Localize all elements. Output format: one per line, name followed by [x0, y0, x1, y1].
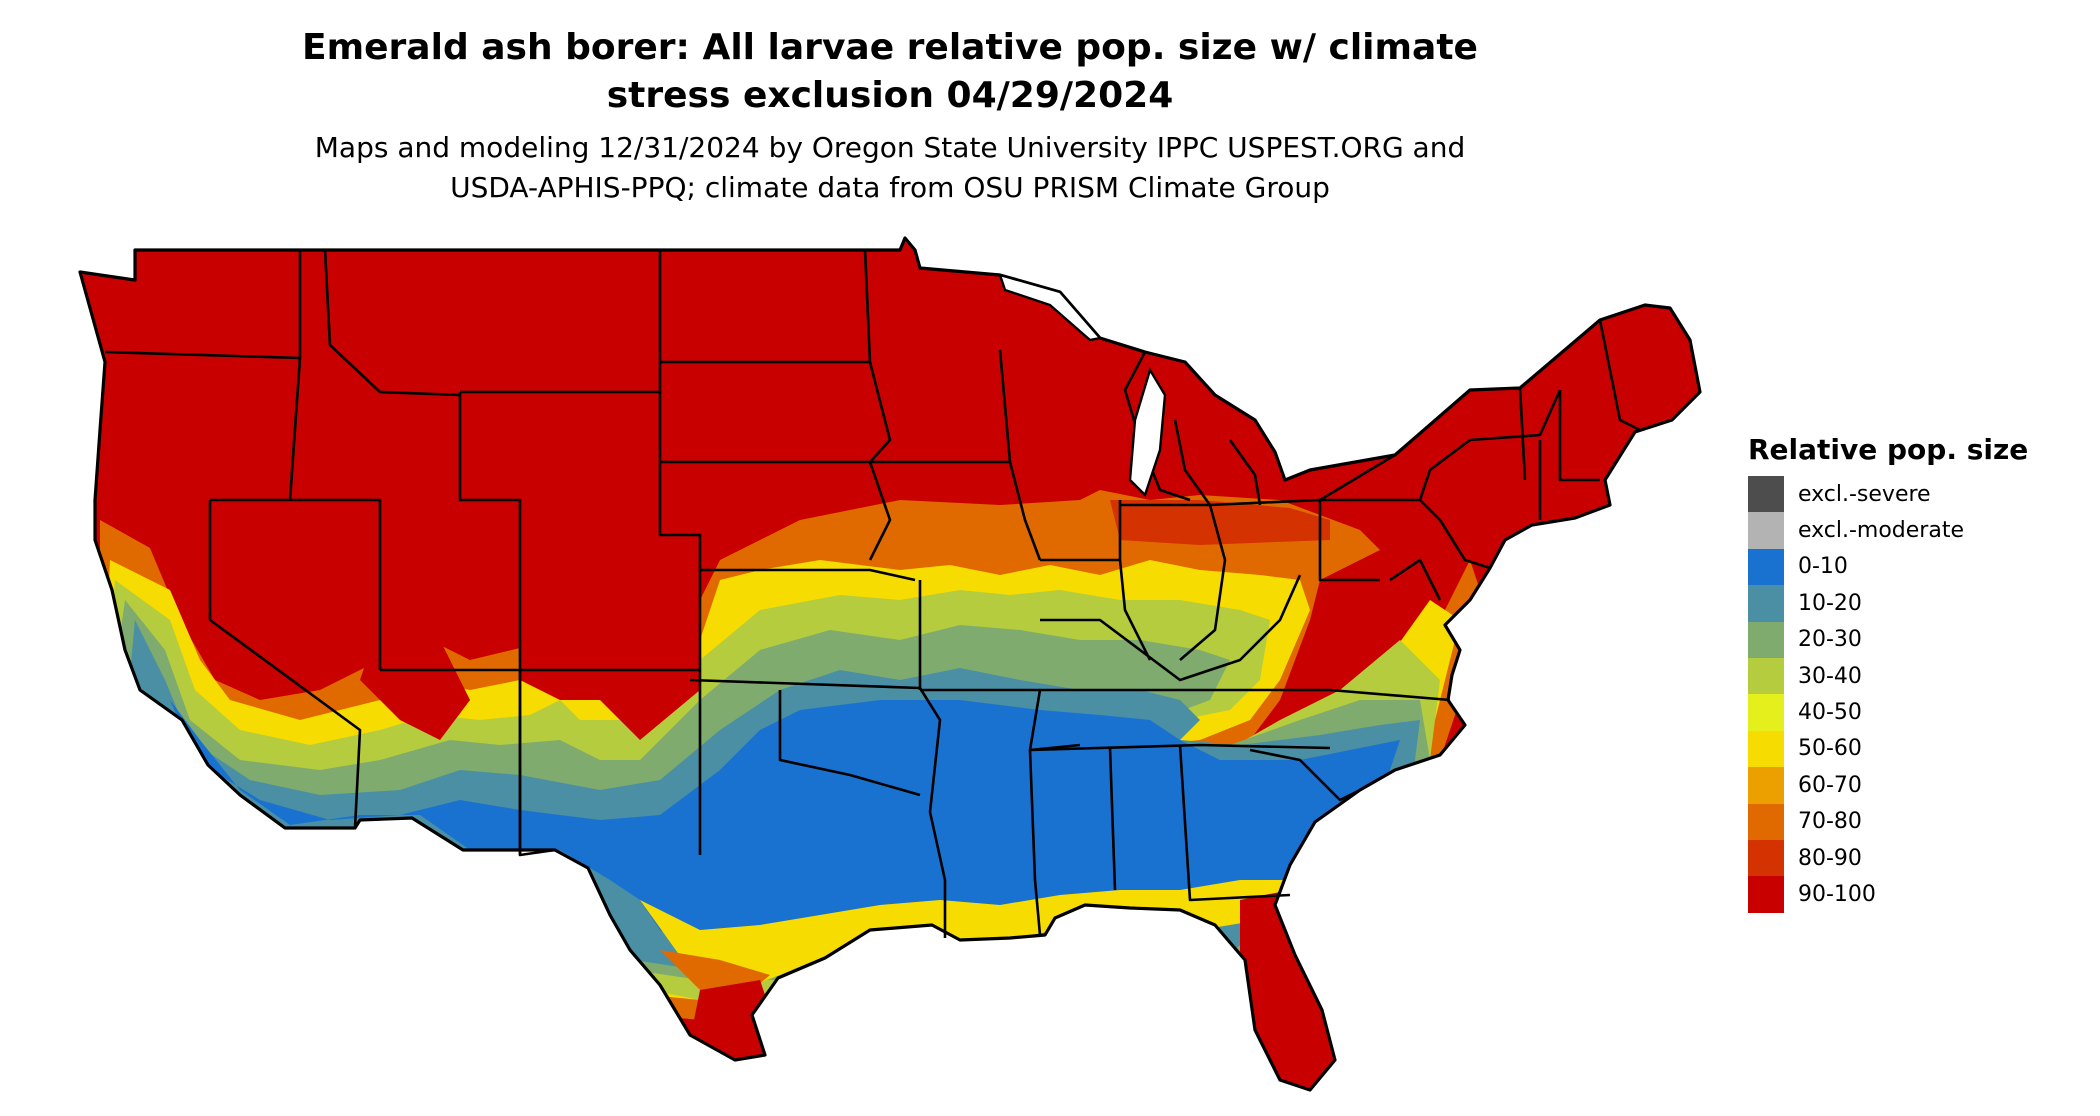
population-fill	[80, 238, 1700, 1090]
legend-swatch	[1748, 476, 1784, 513]
legend-swatch	[1748, 767, 1784, 804]
map-title: Emerald ash borer: All larvae relative p…	[160, 24, 1620, 120]
legend-label: excl.-severe	[1798, 481, 1931, 507]
legend-label: 10-20	[1798, 590, 1862, 616]
legend-label: 90-100	[1798, 881, 1876, 907]
legend-swatch	[1748, 839, 1784, 877]
legend-item: 80-90	[1748, 839, 2028, 877]
legend-label: 30-40	[1798, 663, 1862, 689]
legend-item: 40-50	[1748, 694, 2028, 731]
legend-swatch	[1748, 876, 1784, 913]
map-title-line-2: stress exclusion 04/29/2024	[606, 75, 1174, 116]
map-subtitle: Maps and modeling 12/31/2024 by Oregon S…	[160, 128, 1620, 208]
legend-swatch	[1748, 657, 1784, 695]
legend-label: 70-80	[1798, 809, 1862, 835]
legend-item: excl.-moderate	[1748, 512, 2028, 549]
legend-swatch	[1748, 621, 1784, 658]
legend-items: excl.-severe excl.-moderate 0-10 10-20 20-30…	[1748, 476, 2028, 913]
legend-label: 80-90	[1798, 845, 1862, 871]
legend-swatch	[1748, 694, 1784, 731]
state-borders	[78, 236, 1702, 1092]
great-lakes	[998, 273, 1167, 498]
legend-label: 0-10	[1798, 554, 1848, 580]
legend-swatch	[1748, 548, 1784, 586]
legend-label: excl.-moderate	[1798, 518, 1964, 544]
legend-item: 70-80	[1748, 803, 2028, 840]
legend-item: 10-20	[1748, 585, 2028, 622]
legend-label: 50-60	[1798, 736, 1862, 762]
legend-item: 20-30	[1748, 621, 2028, 658]
map-title-line-1: Emerald ash borer: All larvae relative p…	[302, 27, 1478, 68]
legend-item: 30-40	[1748, 657, 2028, 695]
legend-item: 50-60	[1748, 730, 2028, 768]
legend-label: 40-50	[1798, 700, 1862, 726]
legend-label: 20-30	[1798, 627, 1862, 653]
legend-swatch	[1748, 803, 1784, 840]
legend-swatch	[1748, 730, 1784, 768]
map-subtitle-line-1: Maps and modeling 12/31/2024 by Oregon S…	[314, 131, 1466, 164]
legend-title: Relative pop. size	[1748, 433, 2029, 466]
map-legend: Relative pop. size excl.-severe excl.-mod…	[1748, 430, 2028, 913]
legend-swatch	[1748, 512, 1784, 549]
legend-item: 60-70	[1748, 767, 2028, 804]
legend-item: 90-100	[1748, 876, 2028, 913]
legend-swatch	[1748, 585, 1784, 622]
legend-item: 0-10	[1748, 548, 2028, 586]
legend-item: excl.-severe	[1748, 476, 2028, 513]
map-subtitle-line-2: USDA-APHIS-PPQ; climate data from OSU PR…	[450, 171, 1330, 204]
legend-label: 60-70	[1798, 772, 1862, 798]
